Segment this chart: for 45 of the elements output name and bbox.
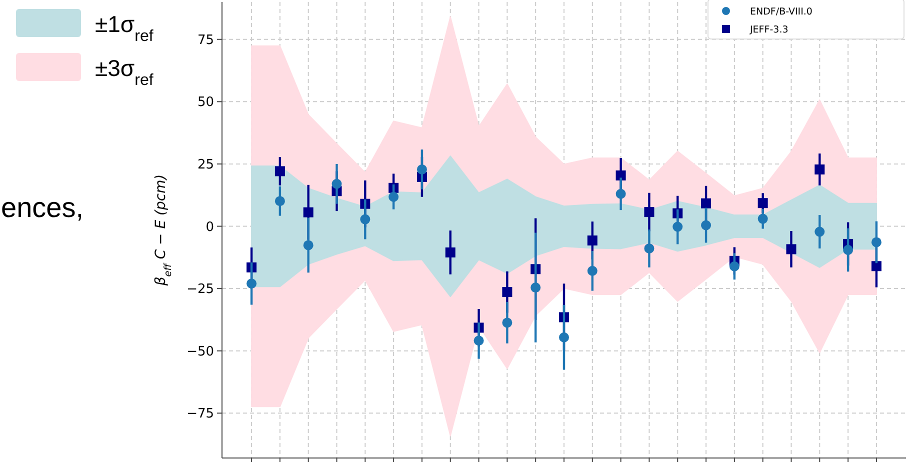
point bbox=[814, 164, 825, 174]
point bbox=[332, 178, 342, 189]
y-tick-label: 25 bbox=[197, 158, 214, 173]
point bbox=[814, 226, 825, 237]
point bbox=[644, 207, 654, 218]
point bbox=[360, 214, 370, 224]
y-tick-label: 50 bbox=[197, 95, 214, 110]
text: ences, bbox=[1, 192, 84, 223]
point bbox=[474, 336, 484, 346]
y-tick-label: −75 bbox=[186, 406, 214, 422]
point bbox=[758, 214, 768, 224]
point bbox=[786, 244, 796, 254]
point bbox=[587, 235, 598, 246]
point bbox=[559, 332, 569, 342]
legend-label: ENDF/B-VIII.0 bbox=[750, 6, 812, 18]
point bbox=[502, 318, 512, 328]
point bbox=[530, 282, 541, 293]
point bbox=[701, 198, 712, 208]
y-tick-label: 0 bbox=[206, 220, 214, 235]
point bbox=[274, 196, 285, 206]
y-tick-label: 75 bbox=[197, 32, 214, 48]
point bbox=[616, 170, 626, 180]
legend-label: JEFF-3.3 bbox=[749, 24, 788, 36]
point bbox=[871, 261, 882, 272]
point bbox=[672, 222, 683, 232]
point bbox=[274, 166, 285, 176]
point bbox=[871, 237, 882, 248]
point bbox=[644, 243, 654, 254]
point bbox=[616, 188, 626, 199]
point bbox=[303, 240, 314, 250]
point bbox=[758, 198, 768, 208]
point bbox=[416, 164, 427, 174]
point bbox=[587, 266, 598, 276]
point bbox=[843, 244, 854, 255]
point bbox=[729, 261, 740, 272]
point bbox=[445, 247, 456, 258]
point bbox=[303, 207, 314, 218]
y-tick-label: −25 bbox=[186, 282, 214, 298]
point bbox=[388, 192, 399, 202]
point bbox=[502, 287, 512, 298]
point bbox=[246, 278, 257, 289]
point bbox=[701, 220, 712, 230]
legend-label: ±1σ$_{ref}$ bbox=[95, 11, 154, 45]
legend-label: ±3σ$_{ref}$ bbox=[95, 55, 154, 89]
y-tick-label: −50 bbox=[186, 344, 214, 360]
